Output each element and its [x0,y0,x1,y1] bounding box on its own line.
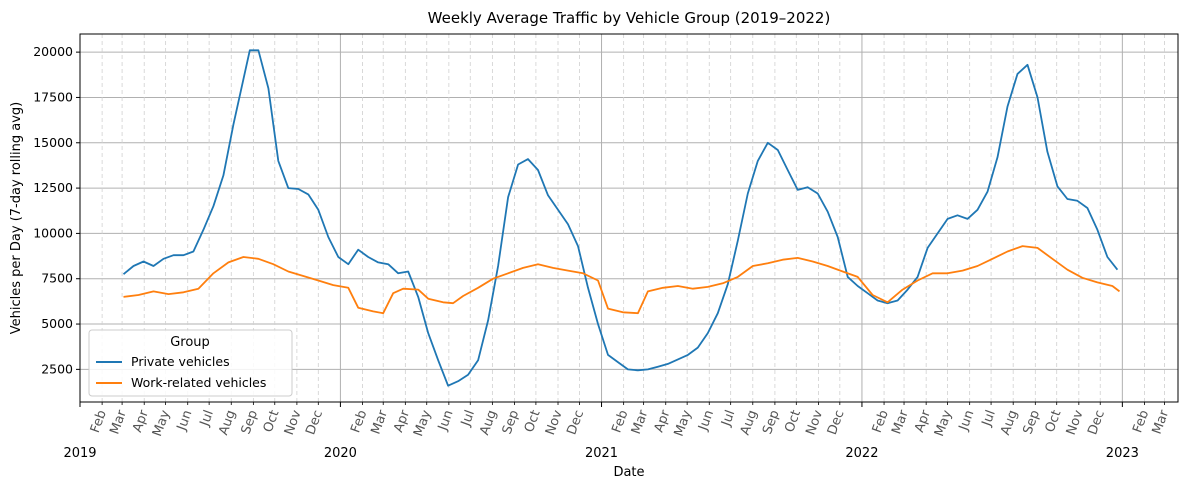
month-tick-label: Nov [803,408,826,437]
month-tick-label: May [150,408,173,439]
month-tick-label: May [411,408,434,439]
legend: Group Private vehicles Work-related vehi… [88,329,293,397]
month-tick-label: Feb [348,408,370,435]
month-tick-label: Jul [979,408,999,429]
month-tick-label: Apr [652,408,674,435]
month-tick-label: Aug [738,408,761,437]
month-tick-label: Oct [1043,408,1065,434]
plot-frame [79,33,1179,403]
month-tick-label: Oct [261,408,283,434]
month-tick-label: Mar [107,408,130,437]
month-tick-label: Jun [696,408,717,433]
month-tick-label: Nov [1064,408,1087,437]
y-tick-label: 10000 [33,225,73,240]
month-tick-label: Oct [522,408,544,434]
y-tick-label: 5000 [41,316,73,331]
y-tick-label: 15000 [33,135,73,150]
month-tick-label: Feb [609,408,631,435]
month-tick-label: Mar [629,408,652,437]
year-tick-label: 2021 [585,446,618,461]
month-tick-label: Dec [564,408,587,437]
month-tick-label: Jul [197,408,217,429]
month-tick-label: Feb [870,408,892,435]
month-tick-label: Aug [216,408,239,437]
legend-title: Group [170,335,210,350]
month-tick-label: Sep [1021,408,1043,436]
month-tick-label: May [672,408,695,439]
y-axis-label: Vehicles per Day (7-day rolling avg) [9,102,24,334]
series-line-work [123,245,1121,315]
month-tick-label: Mar [368,408,391,437]
legend-box [88,329,293,397]
month-tick-label: Sep [760,408,782,436]
month-tick-label: Jul [719,408,739,429]
y-tick-label: 20000 [33,44,73,59]
month-tick-label: Dec [1085,408,1108,437]
month-tick-label: Feb [88,408,110,435]
month-tick-label: Feb [1130,408,1152,435]
month-tick-label: Dec [825,408,848,437]
month-tick-label: Jun [174,408,195,433]
year-tick-label: 2023 [1106,446,1139,461]
year-tick-label: 2022 [845,446,878,461]
month-tick-label: Sep [500,408,522,436]
y-tick-label: 2500 [41,361,73,376]
month-tick-label: Aug [477,408,500,437]
month-tick-label: Aug [998,408,1021,437]
axis-ticks: 2500 5000 7500 10000 12500 15000 17500 20000 201… [33,44,1172,461]
y-tick-label: 12500 [33,180,73,195]
year-tick-label: 2020 [324,446,357,461]
month-tick-label: May [932,408,955,439]
y-tick-label: 17500 [33,89,73,104]
month-tick-label: Jun [435,408,456,433]
series-lines [122,49,1121,387]
series-line-private [122,49,1119,387]
month-tick-label: Jul [458,408,478,429]
chart-title: Weekly Average Traffic by Vehicle Group … [428,9,831,27]
month-tick-label: Jun [956,408,977,433]
year-tick-label: 2019 [63,446,96,461]
month-tick-label: Sep [239,408,261,436]
month-tick-label: Dec [303,408,326,437]
month-tick-label: Mar [889,408,912,437]
legend-label-work: Work-related vehicles [131,375,266,390]
month-tick-label: Apr [912,408,934,435]
month-tick-label: Oct [782,408,804,434]
y-tick-label: 7500 [41,271,73,286]
month-tick-label: Apr [130,408,152,435]
month-tick-label: Apr [391,408,413,435]
month-tick-label: Nov [543,408,566,437]
month-tick-label: Mar [1150,408,1173,437]
legend-label-private: Private vehicles [131,354,230,369]
x-axis-label: Date [613,465,644,480]
month-tick-label: Nov [282,408,305,437]
